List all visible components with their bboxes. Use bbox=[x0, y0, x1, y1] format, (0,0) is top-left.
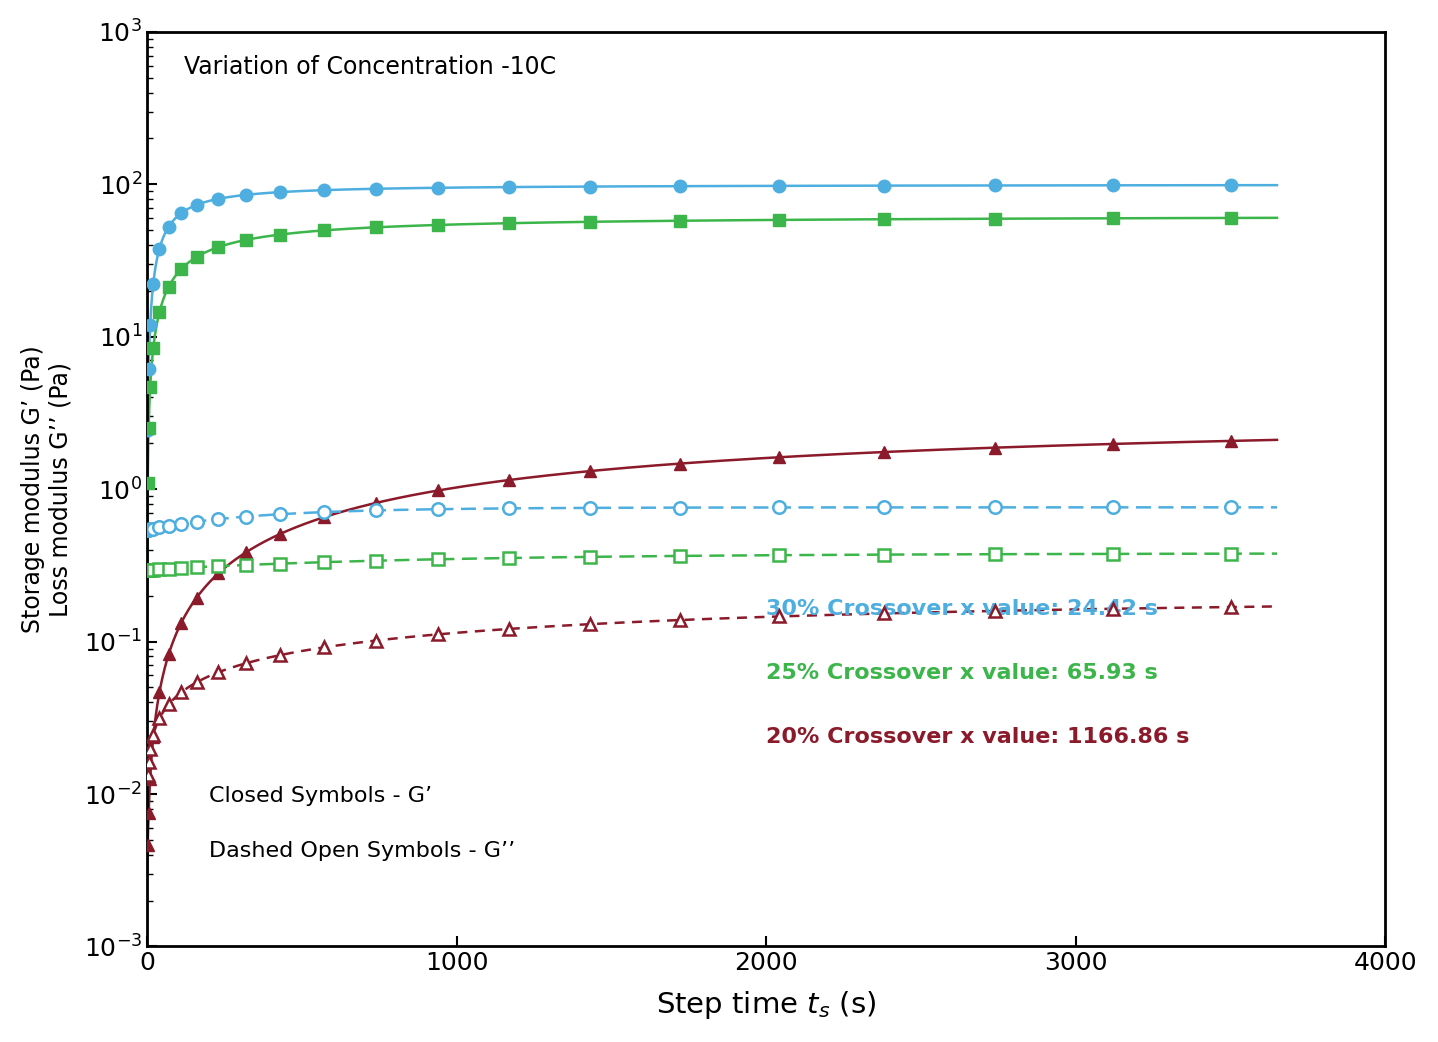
Text: 25% Crossover x value: 65.93 s: 25% Crossover x value: 65.93 s bbox=[766, 663, 1158, 683]
Text: 30% Crossover x value: 24.42 s: 30% Crossover x value: 24.42 s bbox=[766, 599, 1158, 619]
Text: 20% Crossover x value: 1166.86 s: 20% Crossover x value: 1166.86 s bbox=[766, 727, 1189, 747]
Text: Dashed Open Symbols - G’’: Dashed Open Symbols - G’’ bbox=[209, 841, 515, 862]
Text: Closed Symbols - G’: Closed Symbols - G’ bbox=[209, 787, 431, 807]
X-axis label: Step time $t_s$ (s): Step time $t_s$ (s) bbox=[656, 989, 876, 1021]
Y-axis label: Storage modulus G’ (Pa)
Loss modulus G’’ (Pa): Storage modulus G’ (Pa) Loss modulus G’’… bbox=[20, 345, 73, 634]
Text: Variation of Concentration -10C: Variation of Concentration -10C bbox=[184, 55, 557, 79]
